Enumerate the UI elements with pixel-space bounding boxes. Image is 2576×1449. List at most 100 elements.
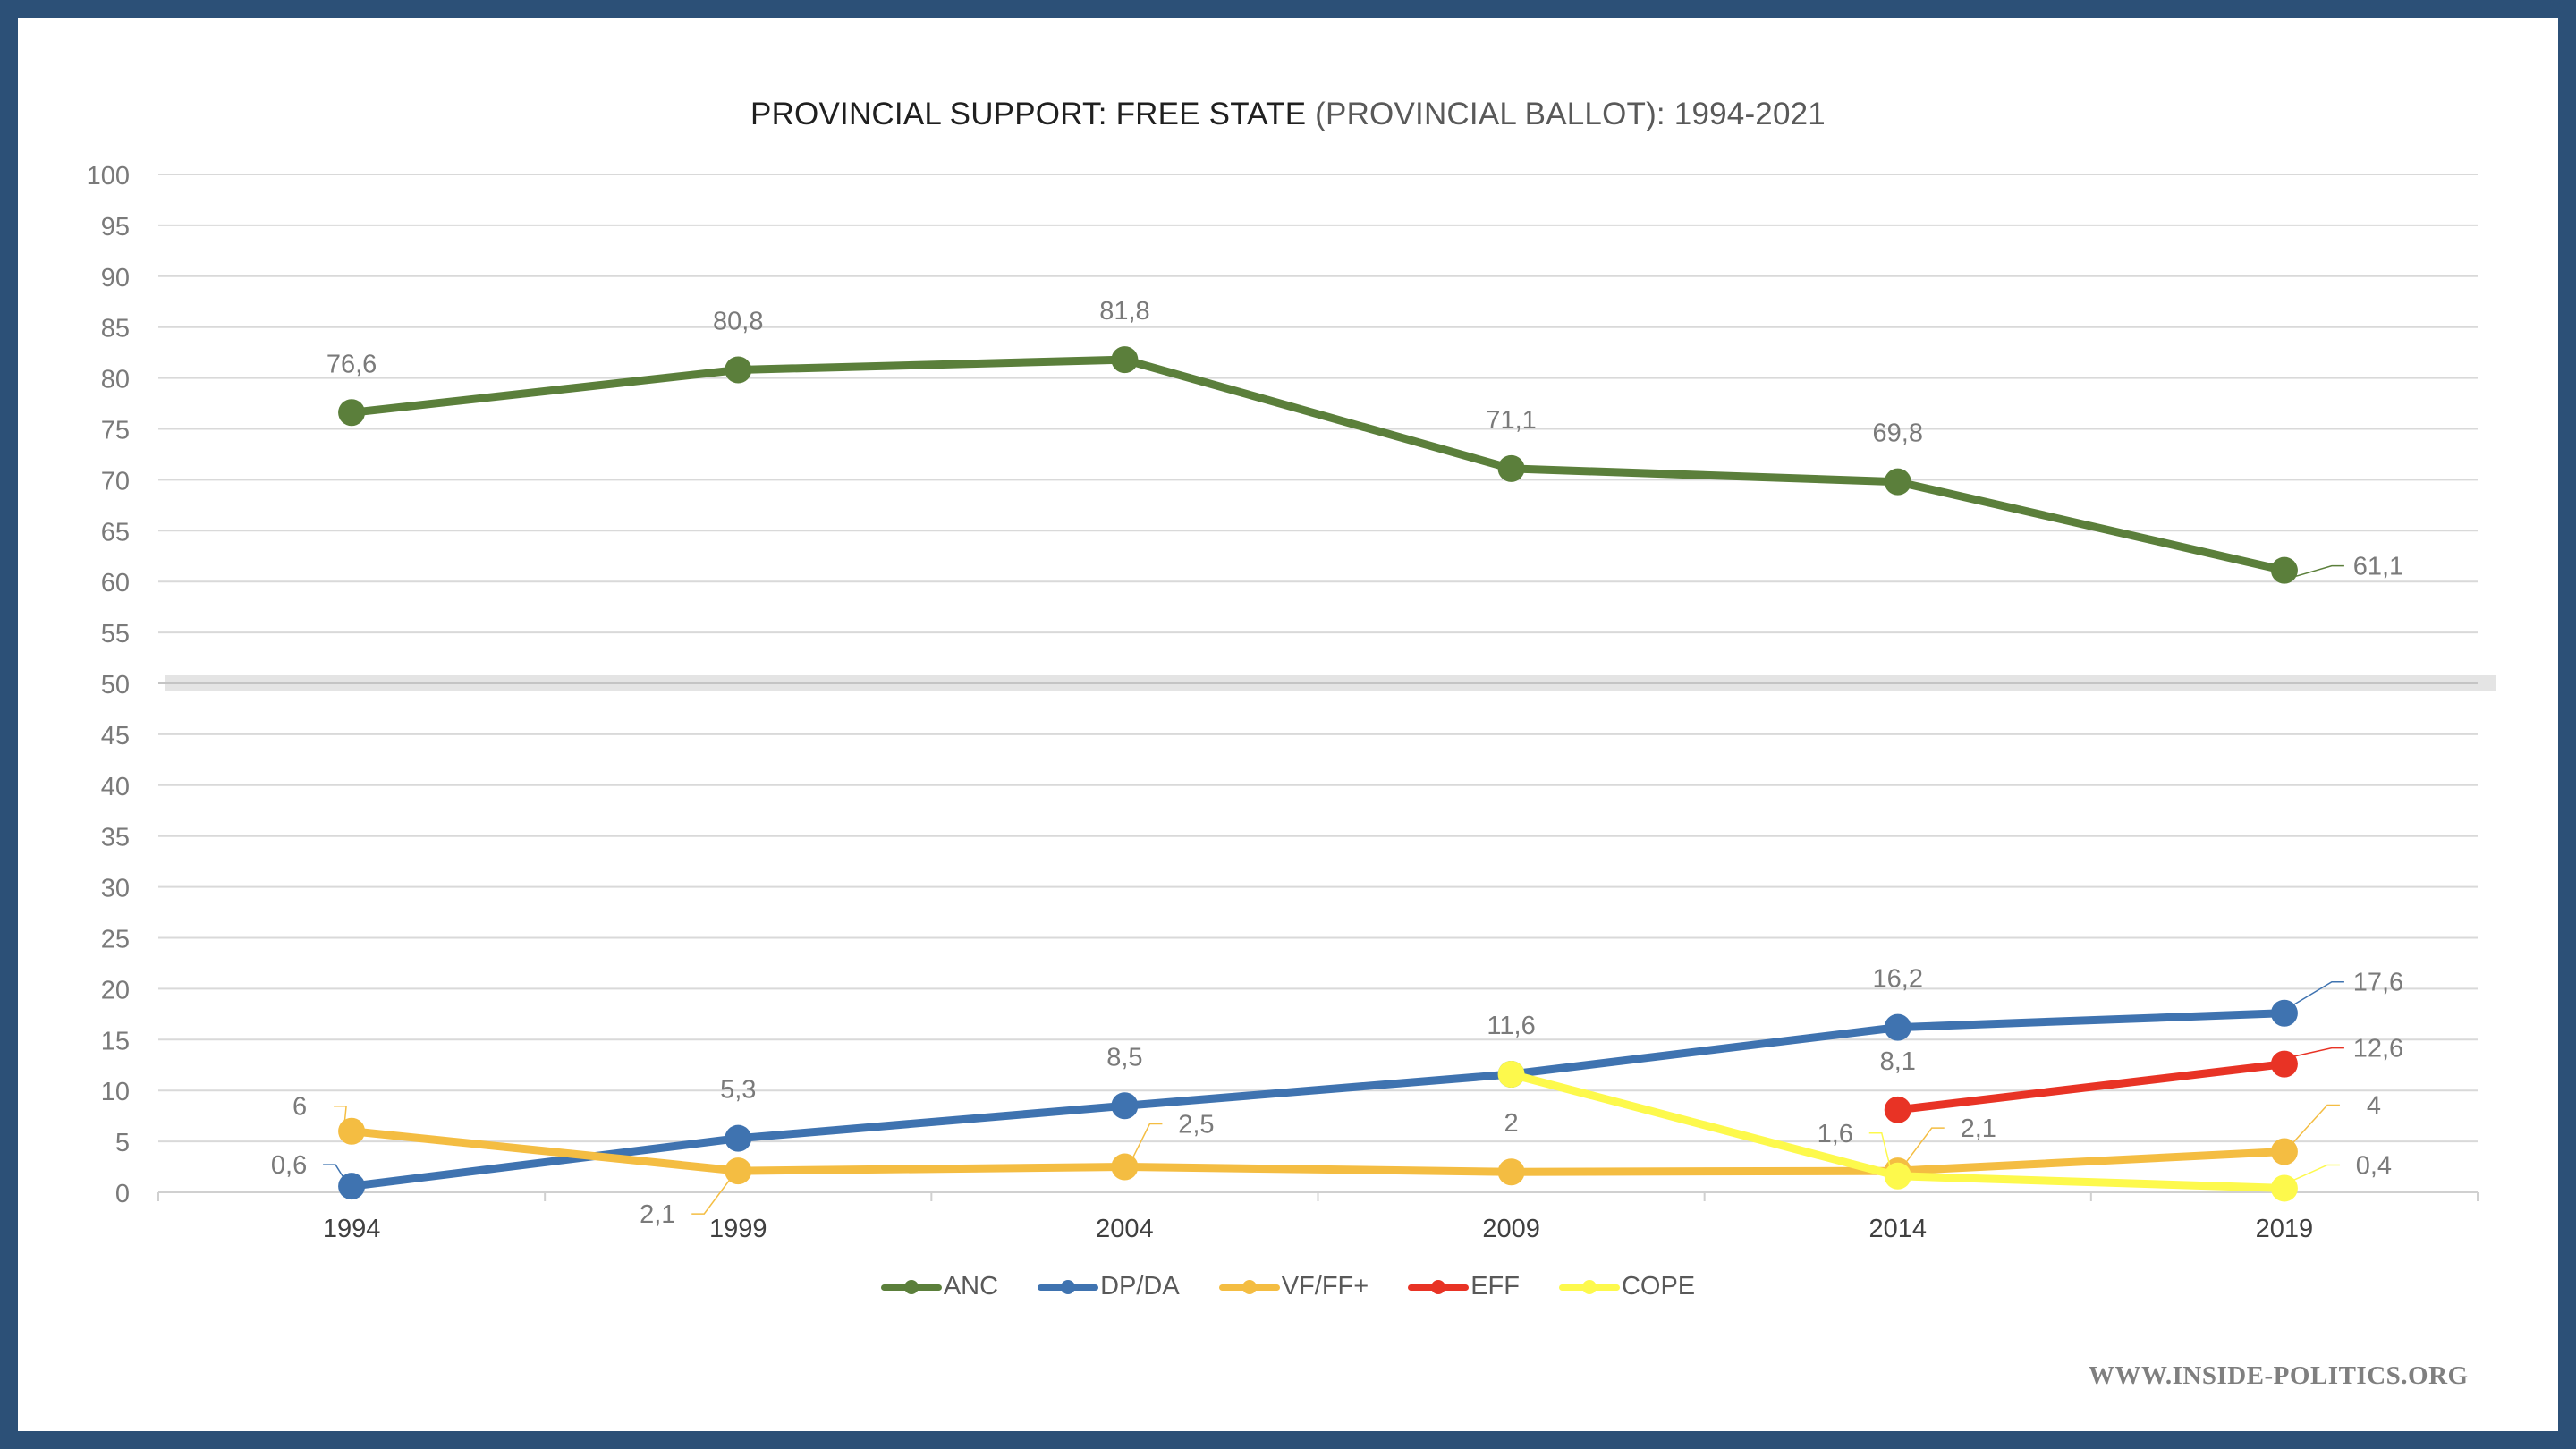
data-point [338,1173,366,1200]
watermark: WWW.INSIDE-POLITICS.ORG [2089,1361,2469,1390]
x-tick-label: 2014 [1868,1215,1927,1243]
y-tick-label: 90 [101,264,130,292]
legend-item-cope[interactable]: COPE [1558,1272,1696,1301]
y-tick-label: 100 [87,162,130,191]
y-tick-label: 95 [101,213,130,242]
data-point [2270,999,2298,1027]
series-line [347,355,2289,575]
y-tick-label: 70 [101,467,130,496]
y-tick-label: 60 [101,569,130,597]
y-tick-label: 50 [101,671,130,699]
y-tick-label: 15 [101,1027,130,1055]
data-label: 4 [2367,1091,2381,1120]
x-tick-label: 2019 [2256,1215,2314,1243]
series-cope [1497,1060,2298,1202]
chart-frame [18,18,2558,1431]
data-point [2270,1138,2298,1165]
y-tick-label: 20 [101,976,130,1004]
data-point [1884,1013,1911,1041]
legend-item-anc[interactable]: ANC [880,1272,999,1301]
chart-title-main: PROVINCIAL SUPPORT: FREE STATE [750,97,1307,131]
data-label: 81,8 [1099,297,1149,326]
label-leader-line [323,1164,345,1180]
series-line [347,1009,2289,1191]
x-tick-label: 2009 [1482,1215,1540,1243]
data-label: 12,6 [2353,1035,2403,1063]
y-tick-label: 0 [115,1180,130,1208]
data-label: 2 [1504,1109,1519,1138]
chart-title: PROVINCIAL SUPPORT: FREE STATE (PROVINCI… [0,97,2576,132]
data-label: 16,2 [1873,965,1923,994]
y-tick-label: 30 [101,875,130,903]
data-label: 8,1 [1880,1047,1916,1076]
data-label: 2,5 [1178,1111,1214,1140]
y-tick-label: 65 [101,518,130,547]
legend-line-marker-icon [1218,1279,1280,1294]
data-point [1497,1060,1525,1088]
data-point [1884,1096,1911,1123]
x-tick-label: 1994 [323,1215,381,1243]
legend-label: VF/FF+ [1281,1272,1369,1301]
label-leader-line [334,1105,347,1124]
y-tick-label: 75 [101,417,130,445]
y-tick-label: 10 [101,1078,130,1106]
y-tick-label: 35 [101,824,130,852]
label-leader-line [691,1177,732,1215]
y-tick-label: 85 [101,315,130,343]
legend-label: ANC [943,1272,999,1301]
data-label: 5,3 [720,1076,756,1105]
legend-line-marker-icon [1558,1279,1620,1294]
series-anc [338,346,2298,584]
y-tick-label: 55 [101,620,130,648]
data-point [724,1157,752,1185]
y-tick-label: 5 [115,1129,130,1157]
series-line [1894,1060,2289,1114]
legend-line-marker-icon [1408,1279,1470,1294]
y-tick-label: 80 [101,366,130,394]
series-eff [1884,1050,2298,1123]
data-label: 2,1 [640,1200,675,1229]
chart-legend: ANC DP/DA VF/FF+ EFF COPE [0,1272,2576,1301]
x-tick-label: 2004 [1096,1215,1154,1243]
data-label: 76,6 [326,350,377,378]
data-labels: 76,6 80,8 81,8 71,1 69,8 61,1 0,6 5,3 8,5 11,6 16,… [271,297,2403,1229]
y-tick-label: 45 [101,722,130,750]
label-leader-line [1904,1127,1945,1165]
data-label: 71,1 [1486,406,1536,435]
data-point [338,399,366,427]
data-label: 2,1 [1961,1114,1996,1143]
legend-line-marker-icon [880,1279,942,1294]
label-leader-line [1868,1132,1892,1169]
legend-label: COPE [1621,1272,1696,1301]
data-label: 69,8 [1873,419,1923,448]
legend-item-vf-ff-[interactable]: VF/FF+ [1218,1272,1369,1301]
series-vf-ff- [338,1117,2298,1186]
label-leader-line [2291,1164,2340,1182]
label-leader-line [2291,980,2344,1007]
data-label: 61,1 [2353,553,2403,581]
y-tick-label: 25 [101,926,130,954]
data-point [338,1117,366,1145]
label-leader-line [2291,1104,2340,1145]
data-point [1111,1153,1139,1181]
label-leader-line [2291,564,2344,579]
data-point [2270,1050,2298,1078]
data-point [724,356,752,384]
label-leader-line [2291,1046,2344,1058]
data-point [1497,454,1525,482]
series-lines [338,346,2298,1202]
y-tick-label: 40 [101,773,130,801]
series-line [347,1127,2289,1176]
data-point [1111,1092,1139,1120]
data-label: 1,6 [1818,1120,1853,1148]
legend-item-eff[interactable]: EFF [1408,1272,1520,1301]
data-point [2270,1174,2298,1202]
data-point [2270,556,2298,584]
legend-item-dp-da[interactable]: DP/DA [1038,1272,1180,1301]
data-label: 80,8 [713,307,763,335]
x-tick-label: 1999 [709,1215,767,1243]
data-label: 0,6 [271,1151,307,1180]
data-point [1884,1162,1911,1190]
data-point [1497,1158,1525,1186]
